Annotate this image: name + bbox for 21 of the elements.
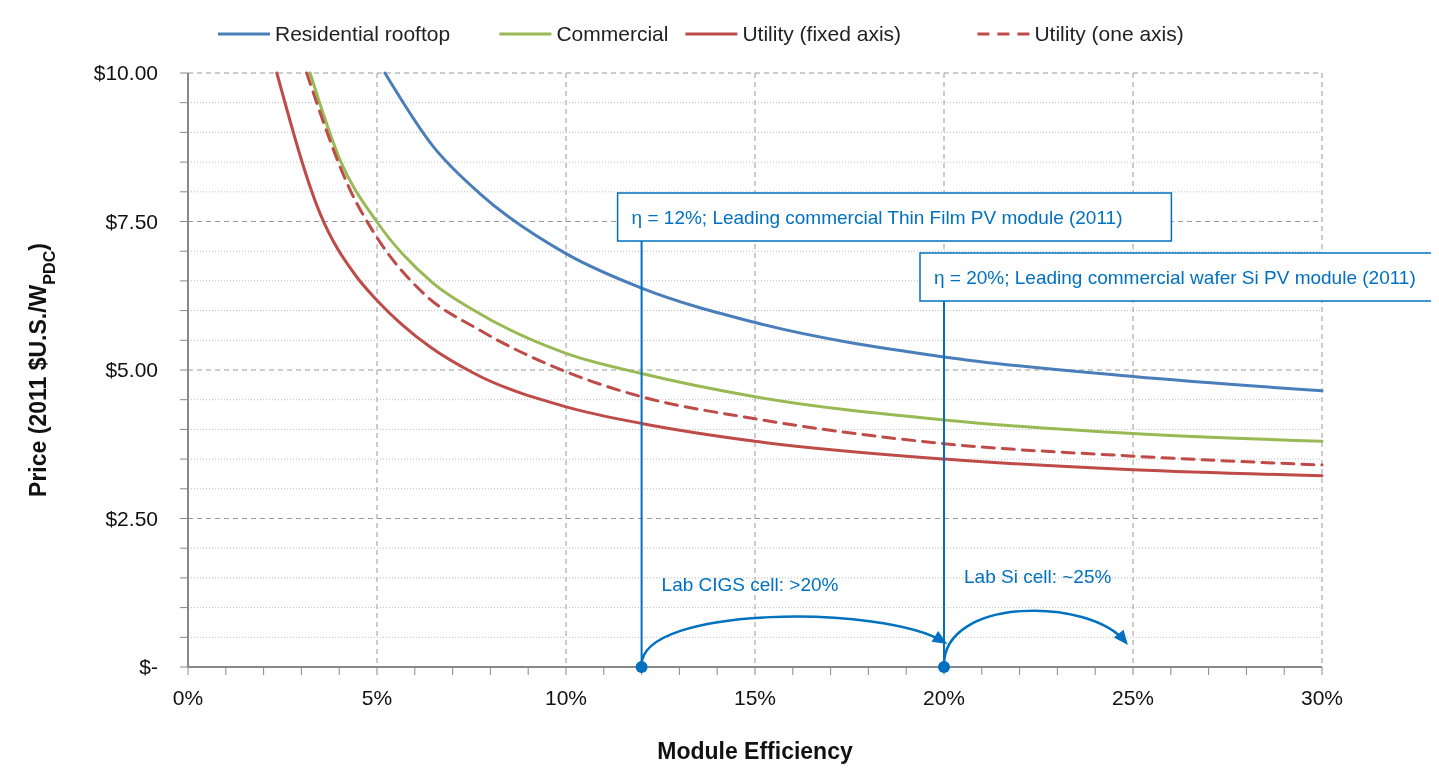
legend-label: Residential rooftop bbox=[275, 22, 451, 45]
annotation: Lab Si cell: ~25% bbox=[964, 566, 1112, 587]
legend-label: Utility (fixed axis) bbox=[742, 22, 902, 45]
y-tick-label: $7.50 bbox=[105, 209, 158, 233]
x-tick-label: 5% bbox=[361, 686, 393, 709]
x-tick-label: 30% bbox=[1300, 686, 1344, 709]
y-tick-label: $5.00 bbox=[105, 358, 158, 382]
legend-label: Commercial bbox=[556, 22, 669, 45]
y-tick-label: $10.00 bbox=[93, 61, 158, 85]
legend-label: Utility (one axis) bbox=[1034, 22, 1184, 45]
x-tick-label: 20% bbox=[922, 686, 966, 709]
x-axis-title: Module Efficiency bbox=[657, 738, 853, 764]
annotation: η = 20%; Leading commercial wafer Si PV module (2011) bbox=[934, 267, 1416, 288]
y-tick-label: $2.50 bbox=[105, 506, 158, 530]
x-tick-label: 25% bbox=[1111, 686, 1155, 709]
x-tick-label: 10% bbox=[544, 686, 588, 709]
annotation: η = 12%; Leading commercial Thin Film PV module (2011) bbox=[631, 207, 1123, 228]
x-tick-label: 0% bbox=[172, 686, 204, 709]
y-tick-label: $- bbox=[139, 655, 158, 679]
x-tick-label: 15% bbox=[733, 686, 777, 709]
annotation: Lab CIGS cell: >20% bbox=[661, 574, 839, 595]
